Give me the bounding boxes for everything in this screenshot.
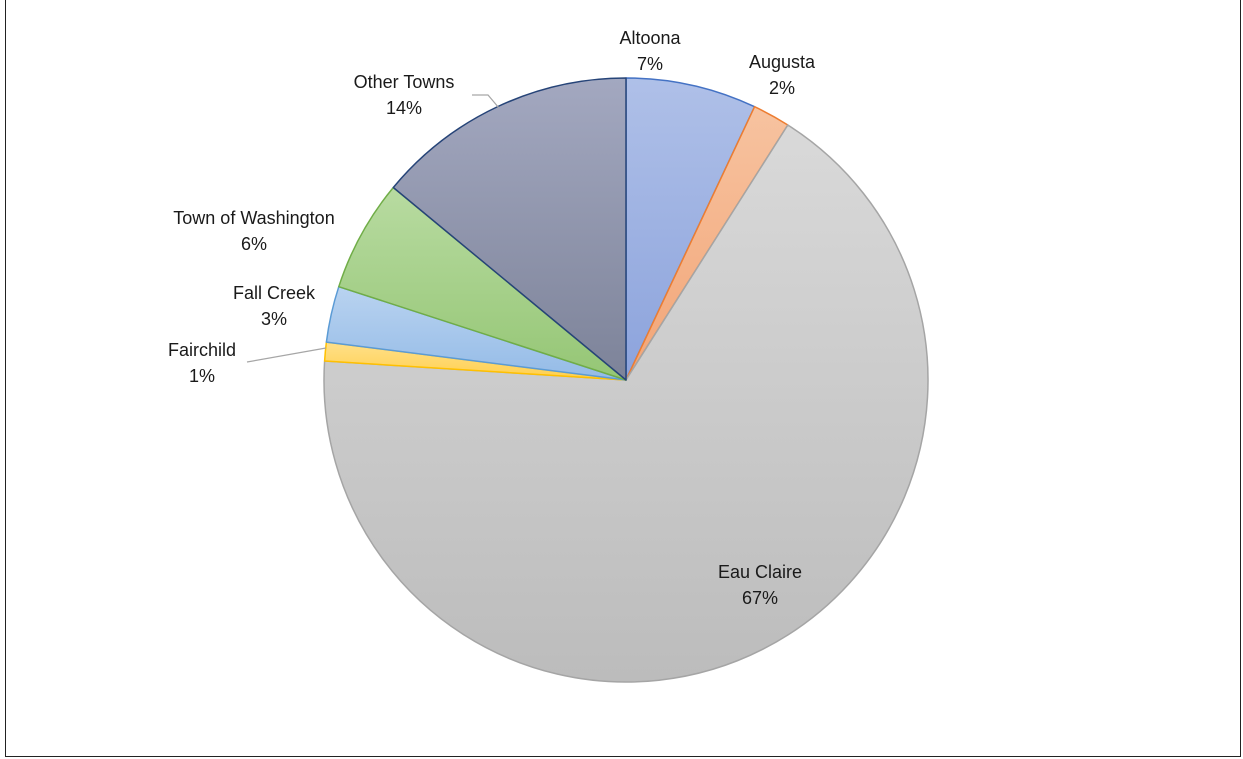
slice-label-town-of-washington: Town of Washington	[173, 208, 334, 228]
leader-line-fairchild	[246, 347, 327, 363]
slice-label-fairchild: Fairchild	[168, 340, 236, 360]
slice-label-augusta: Augusta	[749, 52, 816, 72]
slice-label-fall-creek: Fall Creek	[233, 283, 316, 303]
pie-labels: Altoona 7% Augusta 2% Eau Claire 67% Fairchild…	[168, 28, 816, 608]
pie-slices	[323, 77, 929, 683]
leader-line-other-towns	[472, 94, 500, 109]
slice-label-other-towns: Other Towns	[354, 72, 455, 92]
slice-percent-augusta: 2%	[769, 78, 795, 98]
slice-label-eau-claire: Eau Claire	[718, 562, 802, 582]
pie-slice-altoona	[625, 77, 756, 381]
leader-lines	[246, 94, 500, 363]
slice-percent-other-towns: 14%	[386, 98, 422, 118]
slice-percent-altoona: 7%	[637, 54, 663, 74]
pie-slice-eau-claire	[323, 124, 929, 683]
slice-label-altoona: Altoona	[619, 28, 681, 48]
slice-percent-eau-claire: 67%	[742, 588, 778, 608]
slice-percent-fairchild: 1%	[189, 366, 215, 386]
slice-percent-town-of-washington: 6%	[241, 234, 267, 254]
slice-percent-fall-creek: 3%	[261, 309, 287, 329]
